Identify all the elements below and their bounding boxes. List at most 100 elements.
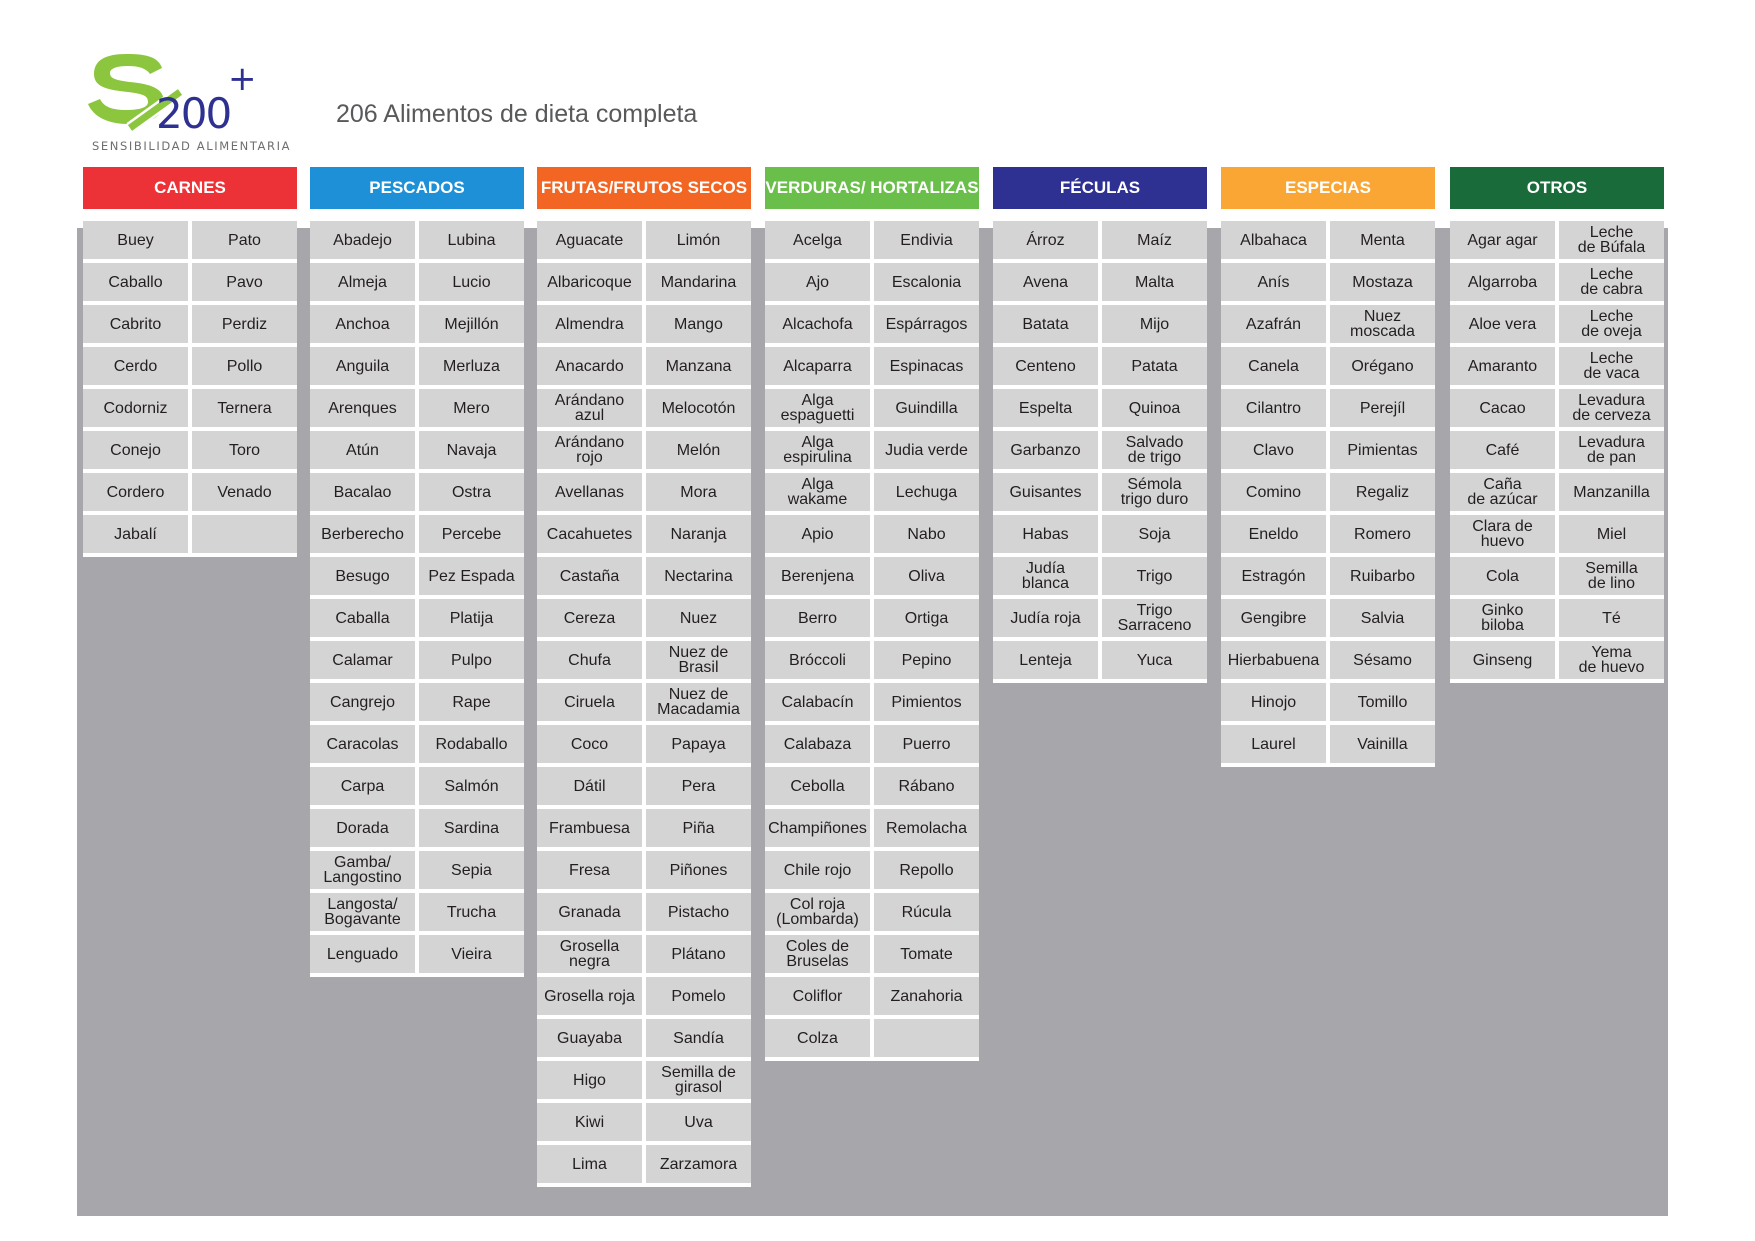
- food-item: Menta: [1330, 221, 1435, 259]
- food-item: Carpa: [310, 767, 415, 805]
- food-item: Mijo: [1102, 305, 1207, 343]
- food-item: Miel: [1559, 515, 1664, 553]
- food-item: Rodaballo: [419, 725, 524, 763]
- food-item: Ajo: [765, 263, 870, 301]
- food-item: Espárragos: [874, 305, 979, 343]
- food-item: Caña de azúcar: [1450, 473, 1555, 511]
- food-item: Berro: [765, 599, 870, 637]
- food-item: Langosta/Bogavante: [310, 893, 415, 931]
- food-item: Lucio: [419, 263, 524, 301]
- food-item: Café: [1450, 431, 1555, 469]
- food-item: Pulpo: [419, 641, 524, 679]
- food-item: Repollo: [874, 851, 979, 889]
- food-item: Dorada: [310, 809, 415, 847]
- food-item: Uva: [646, 1103, 751, 1141]
- food-item: Melón: [646, 431, 751, 469]
- food-item: Navaja: [419, 431, 524, 469]
- food-item: Higo: [537, 1061, 642, 1099]
- food-item: Habas: [993, 515, 1098, 553]
- food-item: Batata: [993, 305, 1098, 343]
- food-item: Vainilla: [1330, 725, 1435, 763]
- food-item: Jabalí: [83, 515, 188, 553]
- category-column-6: OTROS Agar agar Leche de Búfala Algarroba Lec…: [1450, 167, 1664, 683]
- category-items: Abadejo Lubina Almeja Lucio Anchoa Mejillón An…: [310, 221, 524, 977]
- food-item: Arándano azul: [537, 389, 642, 427]
- food-item: Pez Espada: [419, 557, 524, 595]
- food-item: Ostra: [419, 473, 524, 511]
- food-item: Arándano rojo: [537, 431, 642, 469]
- food-item: Espinacas: [874, 347, 979, 385]
- category-header: CARNES: [83, 167, 297, 209]
- food-item: Cebolla: [765, 767, 870, 805]
- food-item: [874, 1019, 979, 1057]
- category-header: ESPECIAS: [1221, 167, 1435, 209]
- food-item: Colza: [765, 1019, 870, 1057]
- food-item: Buey: [83, 221, 188, 259]
- food-item: Bróccoli: [765, 641, 870, 679]
- food-item: Orégano: [1330, 347, 1435, 385]
- food-item: Apio: [765, 515, 870, 553]
- food-item: Pepino: [874, 641, 979, 679]
- food-item: Anís: [1221, 263, 1326, 301]
- food-item: Puerro: [874, 725, 979, 763]
- food-item: Cereza: [537, 599, 642, 637]
- food-item: Manzanilla: [1559, 473, 1664, 511]
- food-item: Gamba/Langostino: [310, 851, 415, 889]
- food-item: Arenques: [310, 389, 415, 427]
- food-item: Canela: [1221, 347, 1326, 385]
- category-column-2: FRUTAS/FRUTOS SECOS Aguacate Limón Albarico…: [537, 167, 751, 1187]
- food-item: Pistacho: [646, 893, 751, 931]
- food-item: Cordero: [83, 473, 188, 511]
- food-item: Sémola trigo duro: [1102, 473, 1207, 511]
- food-item: Estragón: [1221, 557, 1326, 595]
- food-item: Atún: [310, 431, 415, 469]
- food-item: Comino: [1221, 473, 1326, 511]
- food-item: Sésamo: [1330, 641, 1435, 679]
- food-item: Escalonia: [874, 263, 979, 301]
- food-item: Coles de Bruselas: [765, 935, 870, 973]
- food-item: Chufa: [537, 641, 642, 679]
- food-item: Gengibre: [1221, 599, 1326, 637]
- food-item: Anguila: [310, 347, 415, 385]
- category-column-1: PESCADOS Abadejo Lubina Almeja Lucio Anchoa Me…: [310, 167, 524, 977]
- category-items: Agar agar Leche de Búfala Algarroba Leche de …: [1450, 221, 1664, 683]
- food-item: Garbanzo: [993, 431, 1098, 469]
- food-item: Cola: [1450, 557, 1555, 595]
- svg-text:+: +: [228, 59, 257, 99]
- food-item: Papaya: [646, 725, 751, 763]
- food-item: Judia verde: [874, 431, 979, 469]
- food-item: Nectarina: [646, 557, 751, 595]
- food-item: Almendra: [537, 305, 642, 343]
- food-item: Té: [1559, 599, 1664, 637]
- food-item: Col roja (Lombarda): [765, 893, 870, 931]
- food-item: Bacalao: [310, 473, 415, 511]
- food-item: Toro: [192, 431, 297, 469]
- logo: 200 + SENSIBILIDAD ALIMENTARIA: [88, 52, 289, 153]
- food-item: Judía blanca: [993, 557, 1098, 595]
- food-item: Levadura de pan: [1559, 431, 1664, 469]
- category-header: FRUTAS/FRUTOS SECOS: [537, 167, 751, 209]
- food-item: Calabaza: [765, 725, 870, 763]
- category-items: Acelga Endivia Ajo Escalonia Alcachofa Espárr…: [765, 221, 979, 1061]
- food-item: Semilla de girasol: [646, 1061, 751, 1099]
- food-item: Ginko biloba: [1450, 599, 1555, 637]
- food-item: Tomate: [874, 935, 979, 973]
- food-item: Perdiz: [192, 305, 297, 343]
- food-item: Espelta: [993, 389, 1098, 427]
- food-item: Pera: [646, 767, 751, 805]
- food-item: Agar agar: [1450, 221, 1555, 259]
- food-item: Malta: [1102, 263, 1207, 301]
- food-item: Oliva: [874, 557, 979, 595]
- food-item: Percebe: [419, 515, 524, 553]
- logo-subtitle: SENSIBILIDAD ALIMENTARIA: [92, 139, 292, 153]
- food-item: Caballo: [83, 263, 188, 301]
- food-item: Berberecho: [310, 515, 415, 553]
- food-item: Anchoa: [310, 305, 415, 343]
- food-item: Alcachofa: [765, 305, 870, 343]
- food-item: Lenteja: [993, 641, 1098, 679]
- food-item: Pimientas: [1330, 431, 1435, 469]
- food-item: Leche de cabra: [1559, 263, 1664, 301]
- food-item: Lechuga: [874, 473, 979, 511]
- food-item: Mero: [419, 389, 524, 427]
- food-item: Patata: [1102, 347, 1207, 385]
